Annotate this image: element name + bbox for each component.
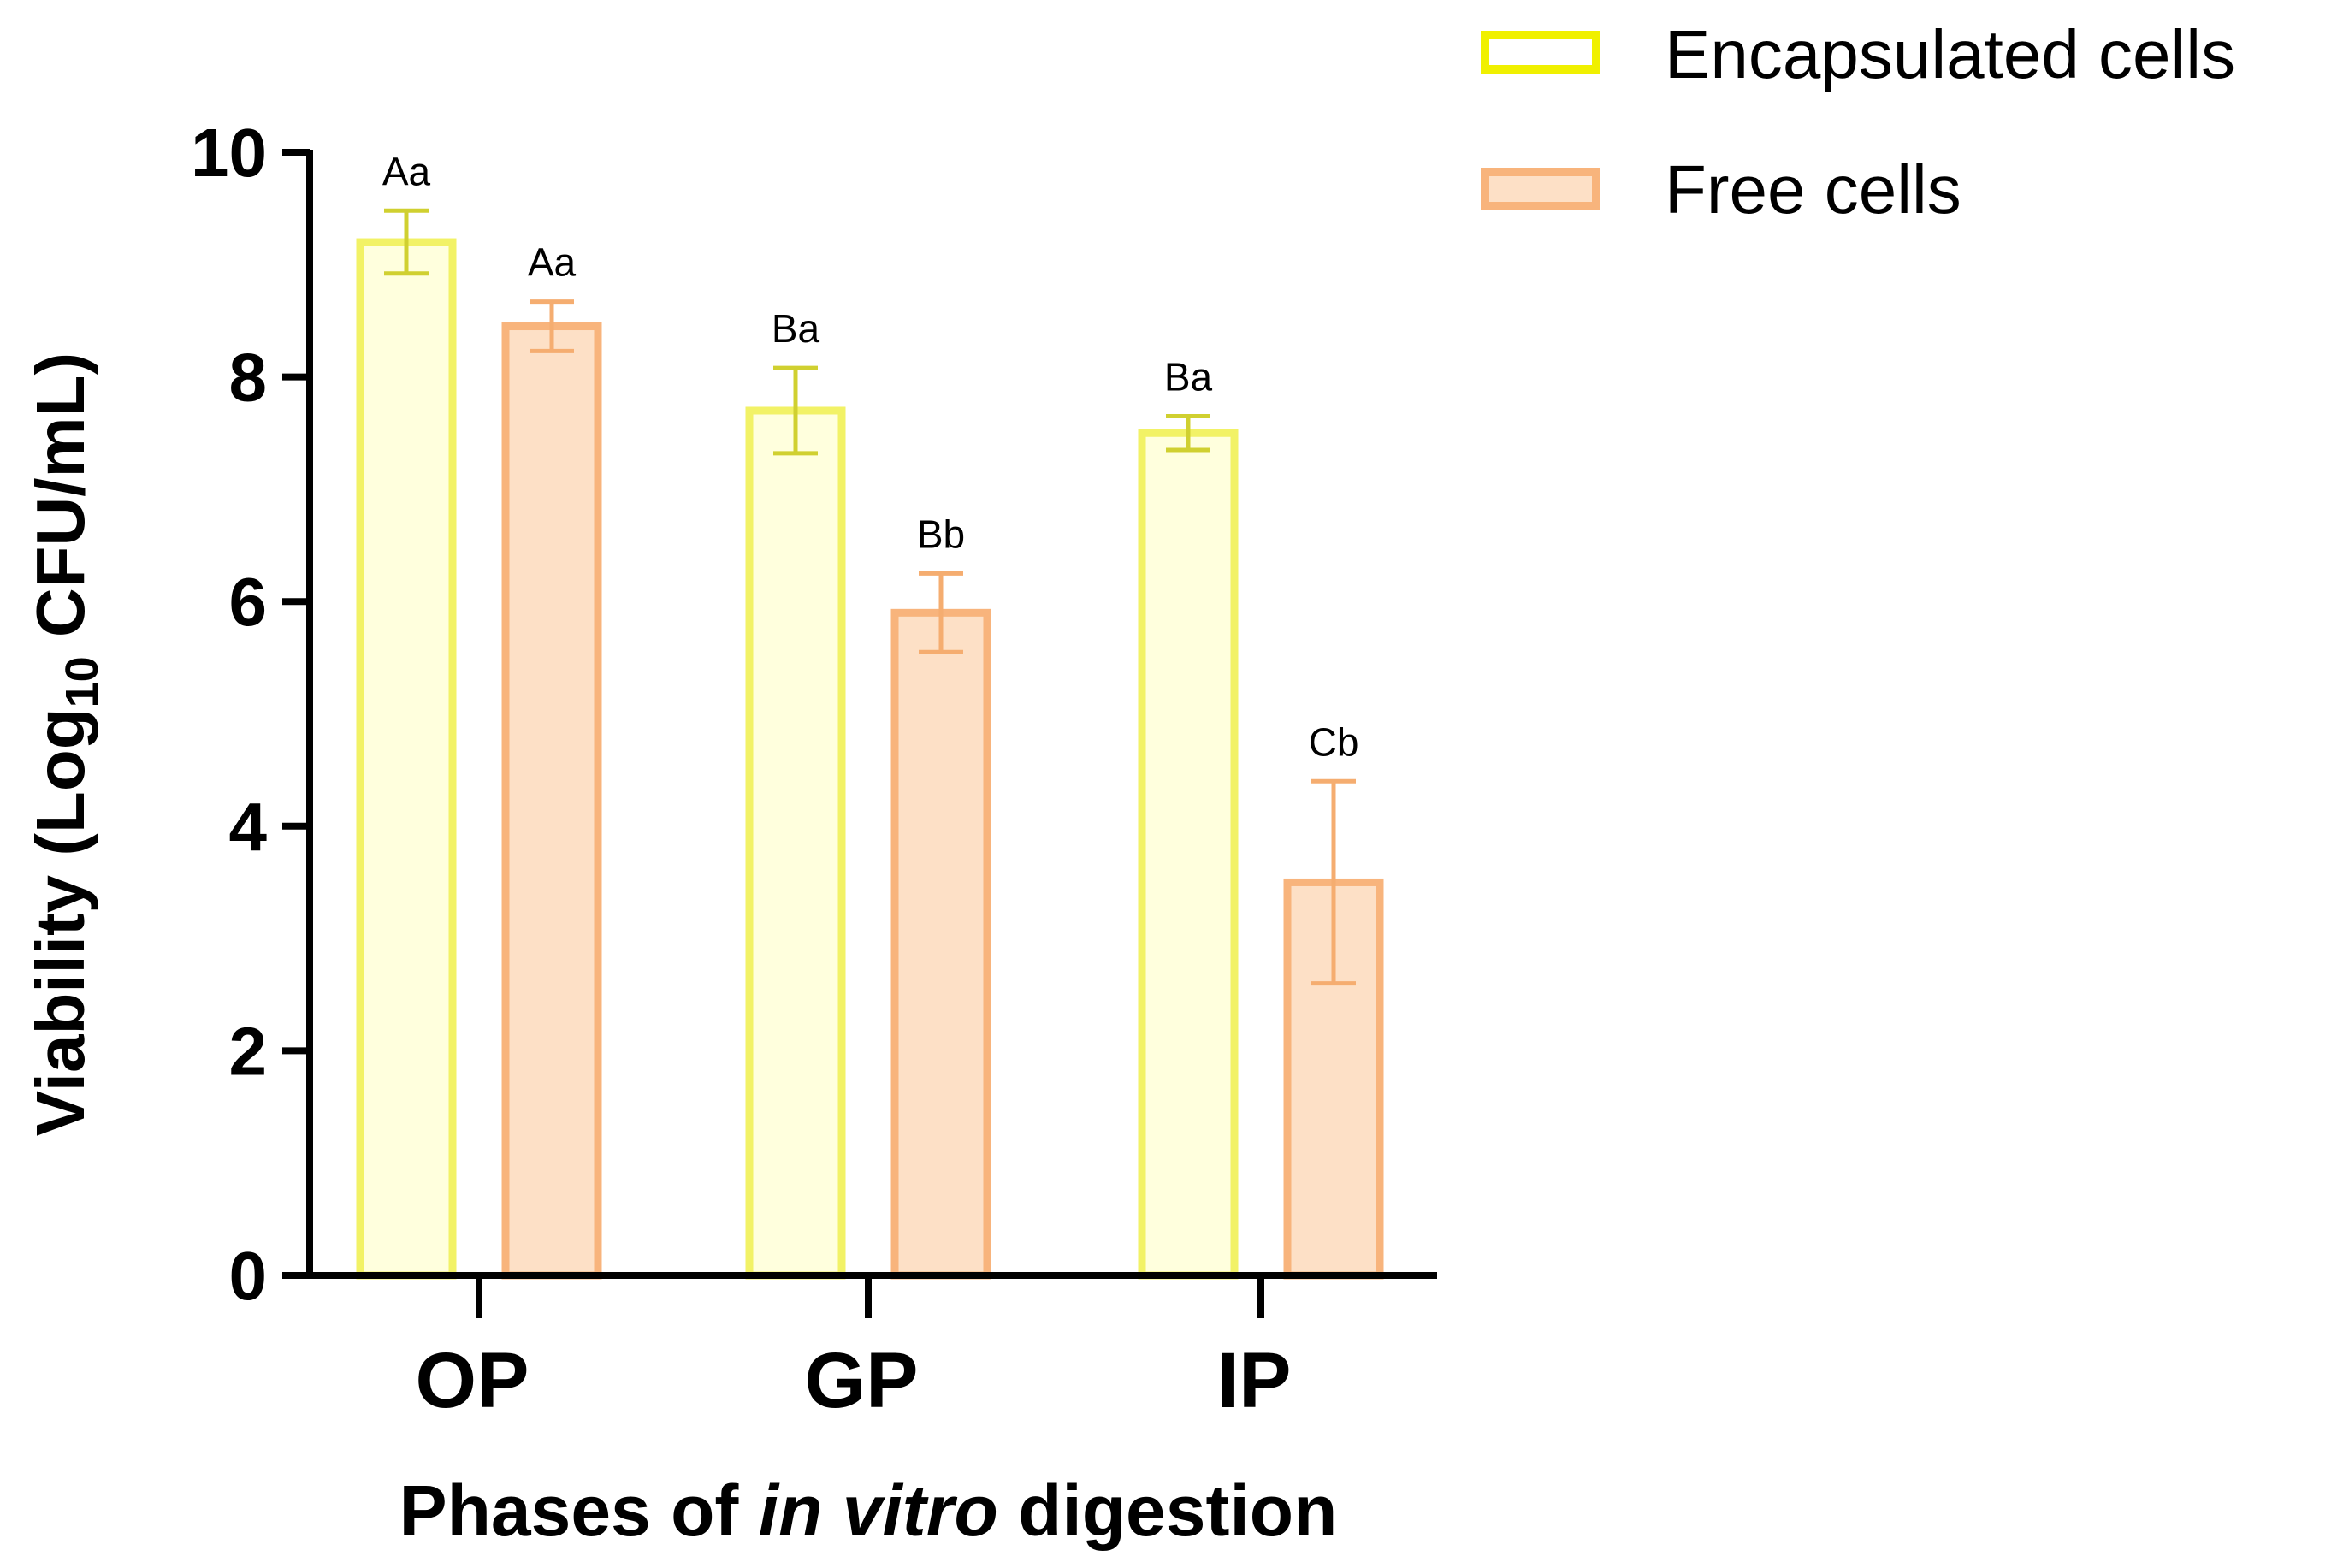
bar-free-op	[501, 322, 602, 1280]
x-axis-title-italic: in vitro	[759, 1470, 998, 1551]
significance-label-encapsulated-op: Aa	[382, 149, 431, 193]
legend-label-encapsulated: Encapsulated cells	[1665, 16, 2235, 92]
y-axis-title: Viability (Log10 CFU/mL)	[22, 352, 108, 1136]
category-labels-layer: OP GP IP	[416, 1275, 1292, 1424]
category-label-op: OP	[416, 1337, 530, 1424]
x-axis-title-prefix: Phases of	[399, 1470, 759, 1551]
legend-label-free: Free cells	[1665, 151, 1961, 228]
bar-encapsulated-ip	[1138, 429, 1239, 1280]
y-axis-title-subscript: 10	[56, 656, 108, 707]
axes-layer	[306, 150, 1437, 1279]
bars-layer	[356, 238, 1384, 1280]
significance-label-free-op: Aa	[528, 240, 577, 285]
error-bar-encapsulated-gp	[773, 365, 818, 456]
bar-encapsulated-gp	[745, 406, 846, 1280]
y-tick-label-0: 0	[229, 1238, 268, 1314]
bar-free-gp	[890, 608, 991, 1280]
legend-item-free: Free cells	[1481, 151, 1961, 228]
error-bar-encapsulated-ip	[1166, 414, 1210, 453]
error-bar-encapsulated-op	[384, 208, 429, 276]
category-label-ip: IP	[1217, 1337, 1292, 1424]
significance-label-free-ip: Cb	[1309, 719, 1359, 764]
ticks-layer: 0 2 4 6 8 10	[191, 115, 310, 1314]
significance-labels-layer: Aa Ba Ba Aa Bb Cb	[382, 149, 1359, 764]
y-tick-label-2: 2	[229, 1013, 268, 1089]
y-tick-label-8: 8	[229, 340, 268, 416]
significance-label-encapsulated-gp: Ba	[772, 306, 820, 351]
x-axis-title: Phases of in vitro digestion	[399, 1470, 1338, 1551]
y-axis-title-prefix: Viability (Log	[22, 707, 98, 1136]
category-label-gp: GP	[805, 1337, 919, 1424]
y-axis-title-suffix: CFU/mL)	[22, 352, 98, 657]
error-bar-free-gp	[919, 571, 963, 654]
legend: Encapsulated cells Free cells	[1481, 16, 2235, 228]
legend-swatch-free	[1481, 168, 1600, 210]
x-axis-title-suffix: digestion	[998, 1470, 1338, 1551]
legend-swatch-encapsulated	[1481, 31, 1600, 74]
y-tick-label-10: 10	[191, 115, 267, 191]
legend-item-encapsulated: Encapsulated cells	[1481, 16, 2235, 92]
y-tick-label-4: 4	[229, 789, 268, 865]
y-tick-label-6: 6	[229, 564, 268, 640]
significance-label-encapsulated-ip: Ba	[1164, 355, 1213, 399]
error-bar-free-ip	[1311, 778, 1356, 986]
bar-encapsulated-op	[356, 238, 457, 1280]
significance-label-free-gp: Bb	[917, 512, 965, 556]
error-bars-layer	[384, 208, 1356, 986]
error-bar-free-op	[530, 299, 574, 353]
